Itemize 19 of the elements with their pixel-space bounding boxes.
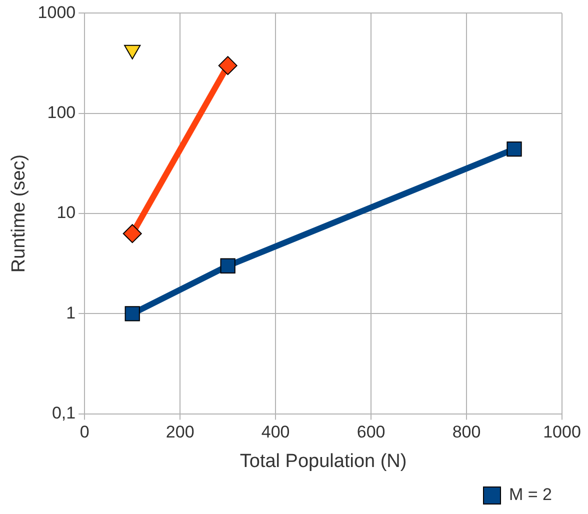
- y-tick-label: 100: [47, 103, 76, 122]
- x-tick-label: 1000: [543, 422, 581, 442]
- x-tick-label: 400: [261, 422, 290, 442]
- y-axis-title: Runtime (sec): [8, 154, 30, 273]
- point: [506, 141, 522, 157]
- x-tick-label: 600: [356, 422, 386, 442]
- x-tick-label: 200: [166, 422, 194, 442]
- point: [218, 56, 238, 76]
- point: [124, 306, 140, 322]
- legend-label: M = 2: [509, 485, 552, 504]
- x-tick-label: 800: [452, 422, 481, 442]
- x-axis-title: Total Population (N): [240, 450, 407, 472]
- y-tick-label: 1: [66, 303, 76, 322]
- point: [220, 258, 236, 274]
- y-tick-label: 1000: [38, 2, 76, 22]
- y-tick-label: 0,1: [52, 403, 76, 422]
- y-tick-label: 10: [56, 203, 76, 222]
- x-tick-label: 0: [80, 422, 90, 442]
- point: [122, 224, 142, 244]
